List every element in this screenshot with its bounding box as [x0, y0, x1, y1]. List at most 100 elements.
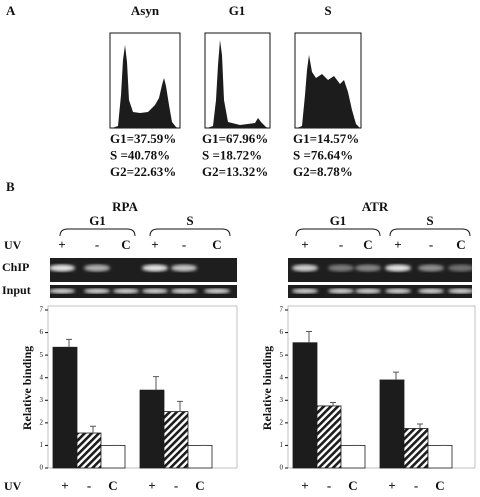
chip-band [385, 264, 411, 272]
x-tick-label: - [174, 478, 178, 493]
chart-title: ATR [362, 199, 389, 214]
y-tick-label: 4 [280, 373, 284, 381]
histogram-title: G1 [229, 3, 246, 18]
error-bar [393, 371, 399, 380]
bar [139, 389, 165, 469]
chip-band [49, 264, 75, 272]
y-tick-label: 7 [40, 306, 44, 314]
bar [163, 411, 189, 469]
histogram-stat: G1=37.59% [110, 131, 176, 146]
input-band [355, 288, 381, 294]
input-band [204, 288, 230, 294]
error-bar [90, 425, 96, 434]
input-band [113, 288, 139, 294]
group-bracket [295, 228, 381, 237]
input-band [292, 288, 318, 294]
x-tick-label: C [435, 478, 444, 493]
error-bar [417, 423, 423, 429]
input-band [142, 288, 168, 294]
histogram-stat: G1=14.57% [293, 131, 359, 146]
group-bracket [59, 228, 136, 237]
group-label: G1 [330, 213, 347, 228]
histogram-stat: S =40.78% [110, 147, 170, 162]
x-tick-label: + [148, 478, 155, 493]
bar [403, 428, 429, 469]
group-bracket [389, 228, 471, 237]
uv-treatment: - [429, 237, 433, 252]
histogram-title: S [324, 3, 331, 18]
x-tick-label: - [414, 478, 418, 493]
uv-treatment: C [456, 237, 465, 252]
uv-label: UV [4, 238, 22, 252]
y-tick-label: 4 [40, 373, 44, 381]
error-bar [66, 338, 72, 348]
y-tick-label: 2 [280, 418, 284, 426]
uv-label: UV [4, 479, 22, 493]
histogram-stat: G2=8.78% [293, 164, 353, 179]
error-bar [330, 402, 336, 406]
bar [316, 405, 342, 469]
histogram-stat: S =18.72% [202, 147, 262, 162]
histogram-stat: G2=22.63% [110, 164, 176, 179]
bar [187, 445, 213, 469]
x-tick-label: C [195, 478, 204, 493]
uv-treatment: - [95, 237, 99, 252]
uv-treatment: - [339, 237, 343, 252]
uv-treatment: + [151, 237, 158, 252]
input-band [448, 288, 474, 294]
error-bar [177, 400, 183, 412]
histogram-stat: S =76.64% [293, 147, 353, 162]
input-band [171, 288, 197, 294]
uv-treatment: C [363, 237, 372, 252]
y-axis-label: Relative binding [20, 346, 34, 430]
error-bar [153, 376, 159, 391]
panel-label: A [6, 3, 16, 18]
x-tick-label: + [388, 478, 395, 493]
chip-band [328, 264, 354, 272]
bar [379, 379, 405, 469]
uv-treatment: C [212, 237, 221, 252]
chip-band [292, 264, 318, 272]
chip-band [84, 264, 110, 272]
histogram-stat: G1=67.96% [202, 131, 268, 146]
uv-treatment: + [58, 237, 65, 252]
y-tick-label: 5 [280, 351, 284, 359]
y-tick-label: 7 [280, 306, 284, 314]
chip-label: ChIP [2, 260, 29, 274]
bar [340, 445, 366, 469]
bar [292, 342, 318, 469]
x-tick-label: + [301, 478, 308, 493]
chip-band [355, 264, 381, 272]
group-label: G1 [89, 213, 106, 228]
y-tick-label: 1 [280, 441, 284, 449]
uv-treatment: + [301, 237, 308, 252]
chip-gel [50, 258, 237, 282]
uv-treatment: + [394, 237, 401, 252]
x-tick-label: + [61, 478, 68, 493]
chip-band [448, 264, 474, 272]
bar [76, 432, 102, 469]
group-bracket [149, 228, 231, 237]
y-tick-label: 3 [40, 396, 44, 404]
input-band [385, 288, 411, 294]
bar [52, 346, 78, 469]
y-tick-label: 5 [40, 351, 44, 359]
y-tick-label: 3 [280, 396, 284, 404]
bar [427, 445, 453, 469]
histogram-title: Asyn [131, 3, 160, 18]
x-tick-label: - [87, 478, 91, 493]
y-tick-label: 0 [280, 464, 284, 472]
x-tick-label: C [348, 478, 357, 493]
y-axis-label: Relative binding [260, 346, 274, 430]
input-band [84, 288, 110, 294]
histograms [109, 32, 362, 129]
group-label: S [186, 213, 193, 228]
input-band [49, 288, 75, 294]
y-tick-label: 1 [40, 441, 44, 449]
chip-band [171, 264, 197, 272]
input-band [418, 288, 444, 294]
chart-title: RPA [112, 199, 138, 214]
input-band [328, 288, 354, 294]
group-label: S [426, 213, 433, 228]
input-label: Input [2, 283, 31, 297]
